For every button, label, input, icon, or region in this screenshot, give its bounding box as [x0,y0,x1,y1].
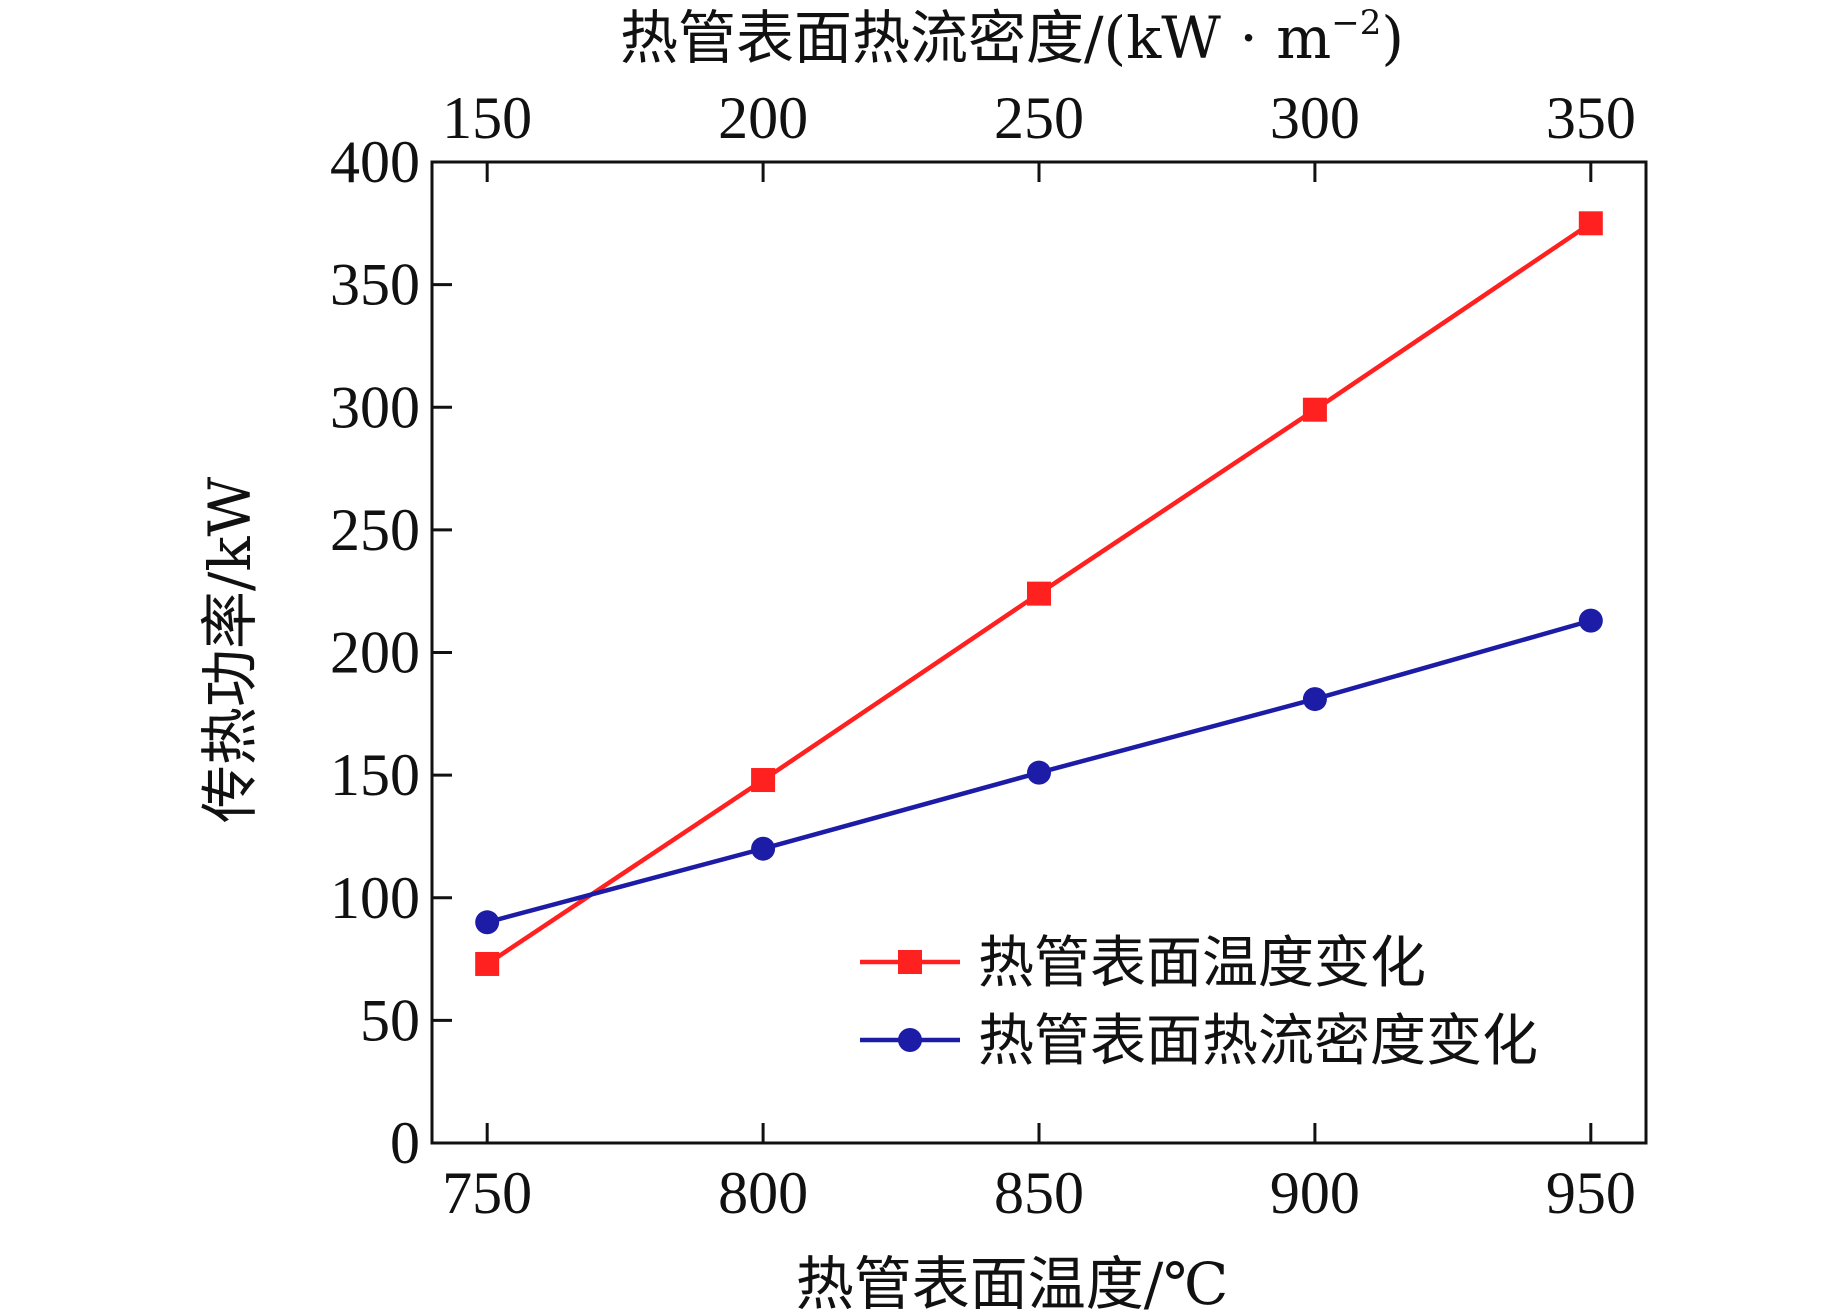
legend-label-2: 热管表面热流密度变化 [978,1009,1538,1074]
y-tick-label: 0 [390,1110,420,1176]
x-tick-label: 950 [1546,1160,1636,1226]
legend-marker-1 [898,950,922,974]
top-tick-label: 150 [442,85,532,151]
y-tick-label: 200 [330,620,420,686]
series-1-point [751,768,776,793]
x-tick-label: 850 [994,1160,1084,1226]
x-axis-title: 热管表面温度/℃ [796,1250,1228,1313]
series-1-point [1027,581,1051,606]
legend-label-1: 热管表面温度变化 [978,931,1426,996]
legend-marker-2 [898,1028,922,1052]
y-tick-label: 100 [330,865,420,931]
y-tick-label: 250 [330,497,420,563]
x-tick-label: 900 [1270,1160,1360,1226]
top-tick-label: 200 [718,85,808,151]
series-2-point [475,910,500,935]
top-axis-title-superscript: −2 [1331,3,1381,43]
x-axis-ticks: 750 800 850 900 950 [442,1123,1636,1226]
y-tick-label: 400 [330,129,420,195]
series-2-point [751,836,776,861]
series-1-point [1578,211,1603,236]
series-1-point [475,951,500,976]
x-tick-label: 750 [442,1160,532,1226]
top-axis-title-main: 热管表面热流密度/(kW · m [620,4,1331,72]
top-tick-label: 300 [1270,85,1360,151]
y-tick-label: 350 [330,252,420,318]
y-tick-label: 50 [360,987,420,1053]
y-axis-title: 传热功率/kW [196,476,264,823]
y-tick-label: 300 [330,374,420,440]
top-axis-title-close: ) [1381,4,1404,72]
series-2-point [1027,760,1051,785]
top-axis-ticks: 150 200 250 300 350 [442,85,1636,182]
top-axis-title: 热管表面热流密度/(kW · m−2) [620,3,1404,72]
top-tick-label: 350 [1546,85,1636,151]
x-tick-label: 800 [718,1160,808,1226]
series-2-point [1302,687,1327,712]
series-layer [475,211,1603,976]
y-axis-ticks: 0 50 100 150 200 250 300 350 400 [330,129,452,1176]
y-tick-label: 150 [330,742,420,808]
series-1-point [1302,397,1327,422]
series-2-point [1578,608,1603,633]
top-tick-label: 250 [994,85,1084,151]
